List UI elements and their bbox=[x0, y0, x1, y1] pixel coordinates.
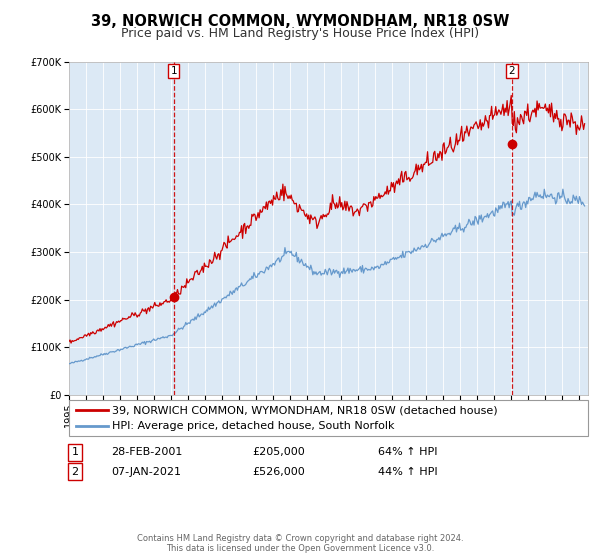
Text: 1: 1 bbox=[71, 447, 79, 458]
Text: Price paid vs. HM Land Registry's House Price Index (HPI): Price paid vs. HM Land Registry's House … bbox=[121, 27, 479, 40]
Text: 39, NORWICH COMMON, WYMONDHAM, NR18 0SW: 39, NORWICH COMMON, WYMONDHAM, NR18 0SW bbox=[91, 14, 509, 29]
Text: HPI: Average price, detached house, South Norfolk: HPI: Average price, detached house, Sout… bbox=[112, 421, 395, 431]
Text: 44% ↑ HPI: 44% ↑ HPI bbox=[378, 466, 437, 477]
Text: 64% ↑ HPI: 64% ↑ HPI bbox=[378, 447, 437, 458]
Text: 07-JAN-2021: 07-JAN-2021 bbox=[111, 466, 181, 477]
Text: 1: 1 bbox=[170, 66, 177, 76]
Text: £526,000: £526,000 bbox=[252, 466, 305, 477]
Text: 28-FEB-2001: 28-FEB-2001 bbox=[111, 447, 182, 458]
Text: £205,000: £205,000 bbox=[252, 447, 305, 458]
Text: 39, NORWICH COMMON, WYMONDHAM, NR18 0SW (detached house): 39, NORWICH COMMON, WYMONDHAM, NR18 0SW … bbox=[112, 405, 498, 416]
Text: 2: 2 bbox=[71, 466, 79, 477]
Text: 2: 2 bbox=[509, 66, 515, 76]
Text: Contains HM Land Registry data © Crown copyright and database right 2024.
This d: Contains HM Land Registry data © Crown c… bbox=[137, 534, 463, 553]
